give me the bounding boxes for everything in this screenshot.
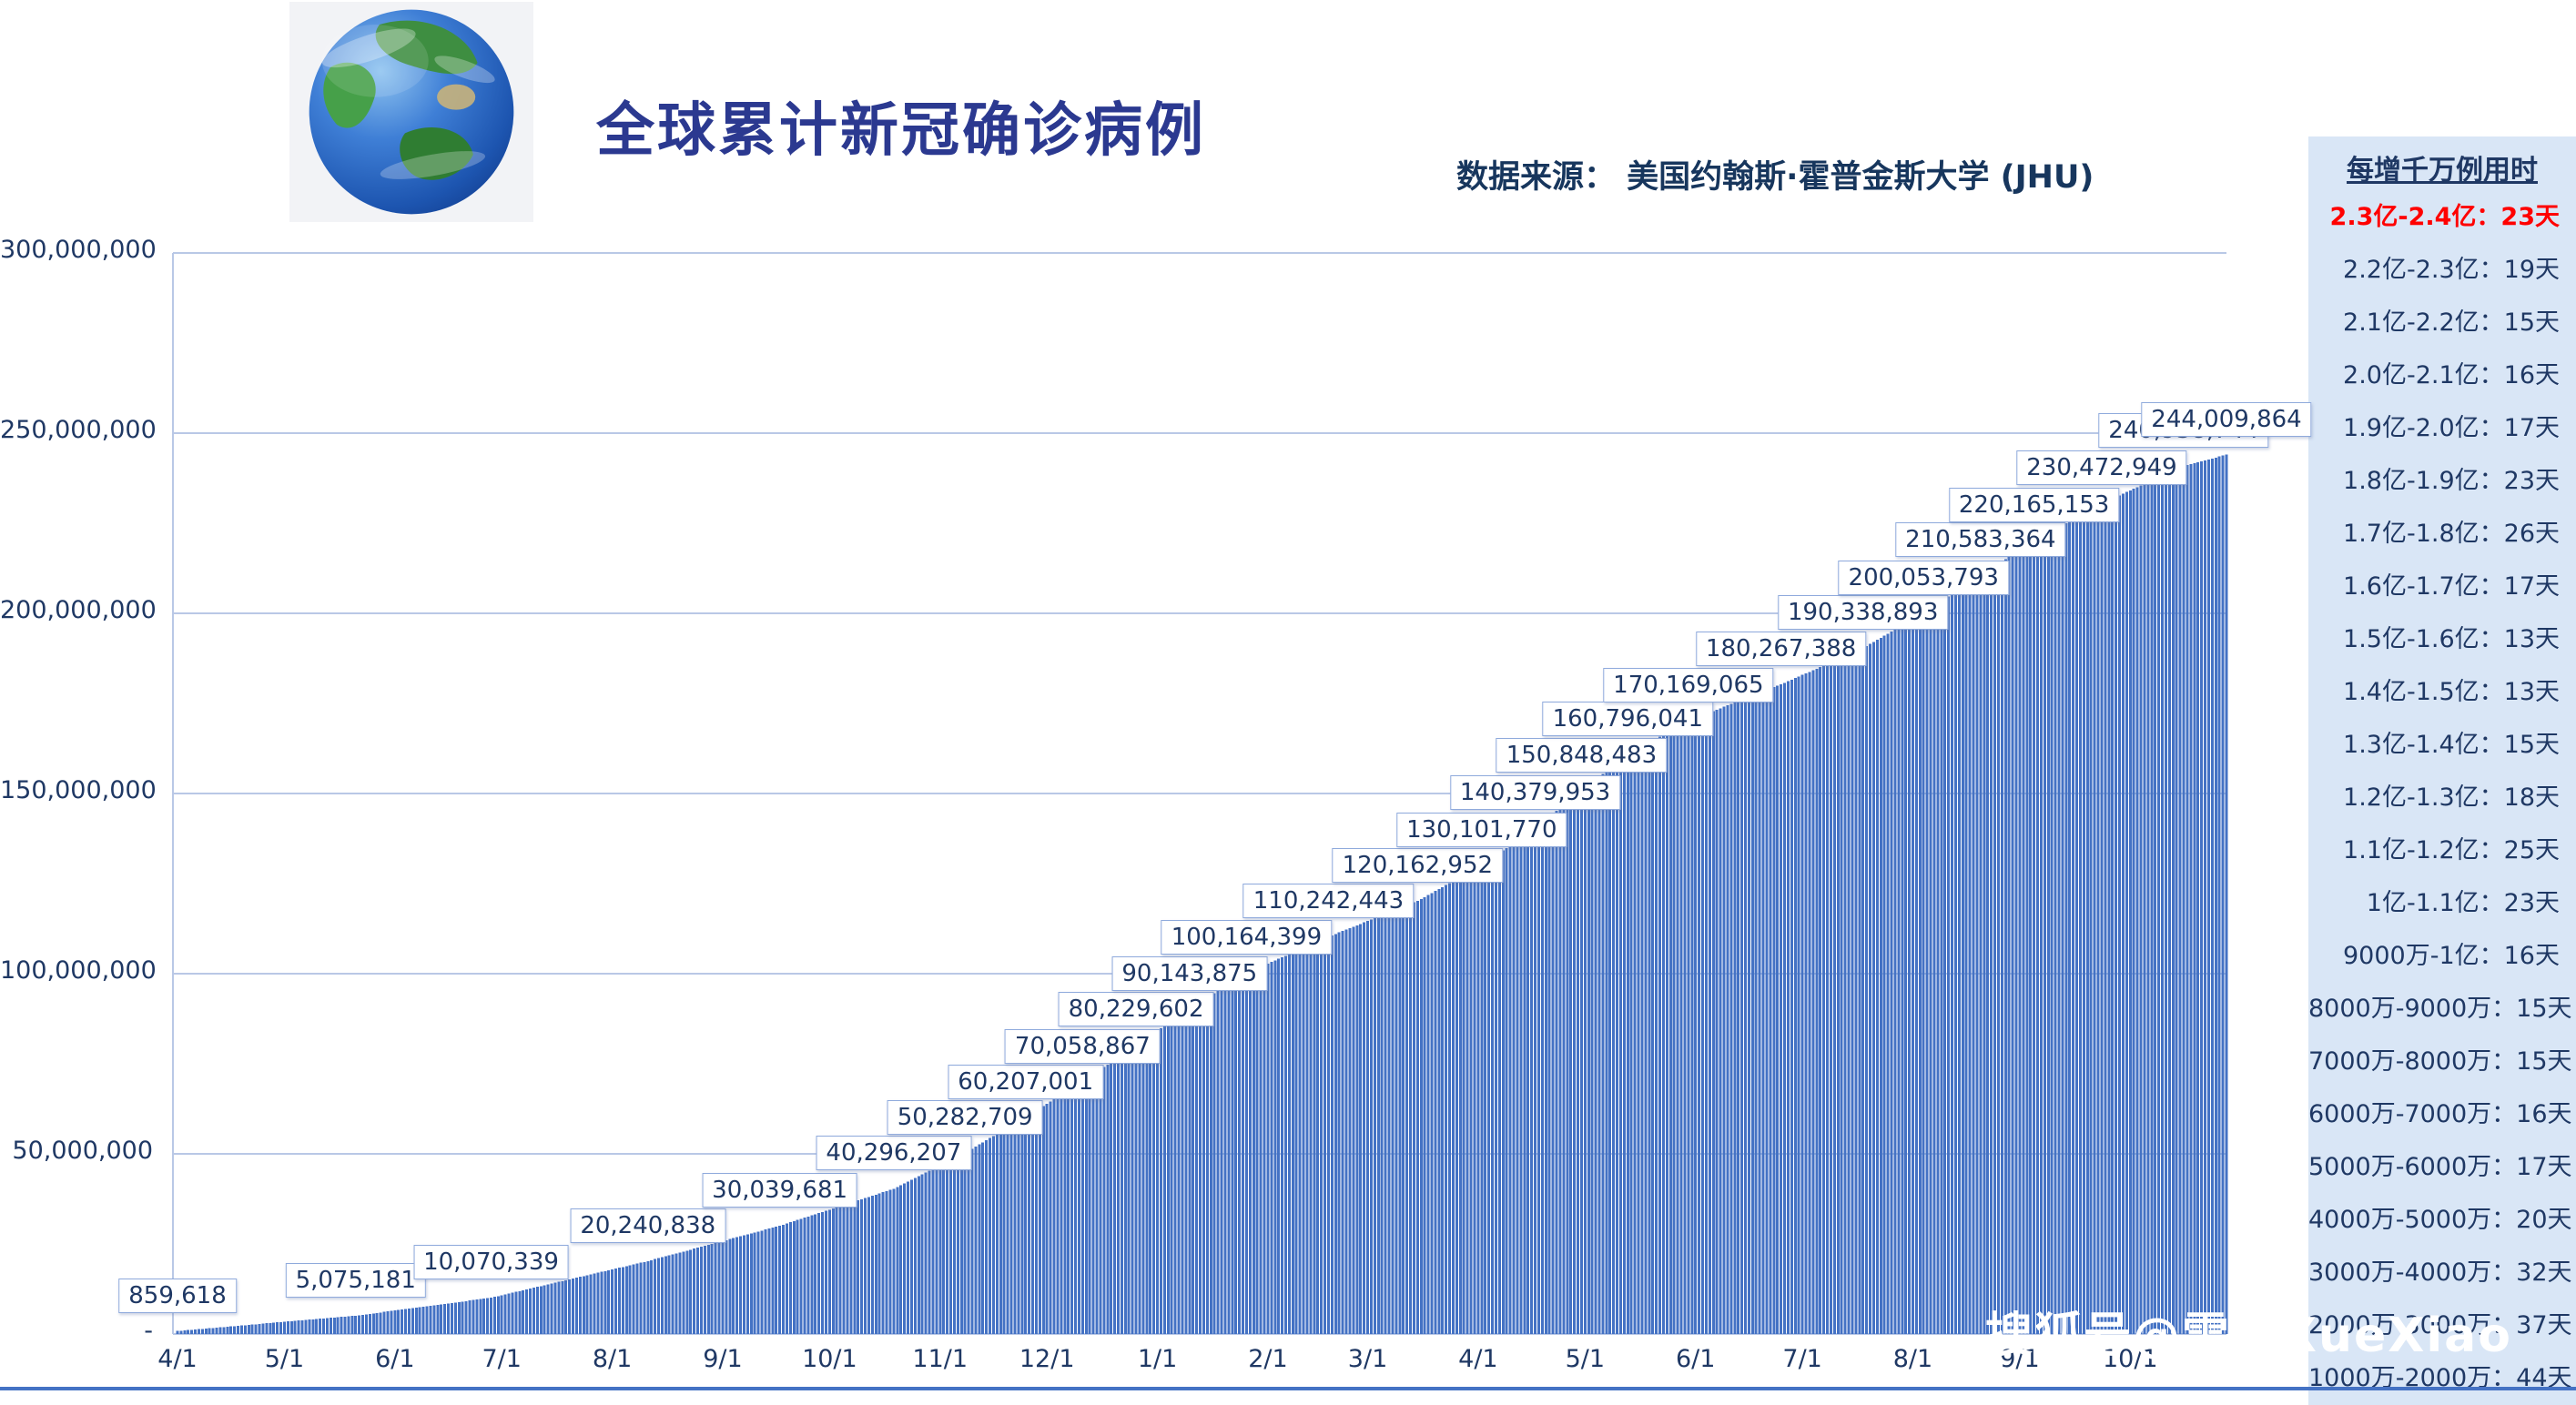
panel-row: 2.3亿-2.4亿：23天 [2329, 203, 2560, 231]
milestone-label: 170,169,065 [1603, 668, 1774, 703]
y-axis-label: 200,000,000 [0, 596, 157, 624]
y-axis-label: 150,000,000 [0, 776, 157, 804]
milestone-label: 210,583,364 [1895, 522, 2066, 558]
panel-row: 1.3亿-1.4亿：15天 [2343, 731, 2560, 759]
x-axis-label: 7/1 [482, 1345, 522, 1373]
milestone-label: 859,618 [118, 1278, 237, 1313]
milestone-label: 80,229,602 [1058, 992, 1214, 1027]
x-axis-label: 8/1 [1892, 1345, 1933, 1373]
milestone-label: 90,143,875 [1111, 956, 1268, 992]
milestone-label: 220,165,153 [1948, 488, 2120, 523]
panel-row: 1.4亿-1.5亿：13天 [2343, 678, 2560, 706]
x-axis-label: 7/1 [1782, 1345, 1822, 1373]
panel-row: 1.1亿-1.2亿：25天 [2343, 836, 2560, 864]
panel-row: 2000万-3000万：37天 [2308, 1311, 2572, 1339]
panel-row: 2.1亿-2.2亿：15天 [2343, 308, 2560, 337]
milestone-label: 150,848,483 [1496, 737, 1668, 773]
panel-row: 9000万-1亿：16天 [2343, 942, 2560, 970]
panel-row: 1.2亿-1.3亿：18天 [2343, 783, 2560, 812]
milestone-label: 10,070,339 [413, 1245, 569, 1280]
growth-time-panel: 每增千万例用时 2.3亿-2.4亿：23天 2.2亿-2.3亿：19天 2.1亿-2… [2308, 136, 2576, 1405]
milestone-label: 244,009,864 [2141, 401, 2312, 437]
x-axis-label: 5/1 [1565, 1345, 1606, 1373]
y-axis-label: - [144, 1317, 153, 1345]
milestone-label: 50,282,709 [887, 1099, 1043, 1135]
chart-bottom-border [0, 1387, 2576, 1390]
milestone-label: 110,242,443 [1242, 884, 1415, 919]
x-axis-label: 10/1 [802, 1345, 857, 1373]
milestone-label: 60,207,001 [948, 1064, 1104, 1099]
panel-row: 1.7亿-1.8亿：26天 [2343, 520, 2560, 548]
panel-rows: 2.3亿-2.4亿：23天 2.2亿-2.3亿：19天 2.1亿-2.2亿：15天 2… [2308, 191, 2576, 1405]
panel-title: 每增千万例用时 [2347, 155, 2538, 187]
x-axis-label: 2/1 [1248, 1345, 1288, 1373]
panel-row: 4000万-5000万：20天 [2308, 1206, 2572, 1234]
panel-row: 8000万-9000万：15天 [2308, 995, 2572, 1023]
panel-row: 1.8亿-1.9亿：23天 [2343, 467, 2560, 495]
y-axis-label: 100,000,000 [0, 956, 157, 985]
data-source-label: 数据来源： 美国约翰斯·霍普金斯大学 (JHU) [1456, 159, 2094, 196]
x-axis-label: 6/1 [375, 1345, 415, 1373]
milestone-label: 200,053,793 [1838, 560, 2009, 595]
panel-row: 3000万-4000万：32天 [2308, 1258, 2572, 1287]
x-axis-label: 10/1 [2102, 1345, 2158, 1373]
panel-row: 2.0亿-2.1亿：16天 [2343, 361, 2560, 389]
milestone-label: 70,058,867 [1004, 1028, 1161, 1064]
milestone-label: 20,240,838 [570, 1208, 726, 1243]
x-axis-label: 9/1 [703, 1345, 743, 1373]
milestone-label: 140,379,953 [1449, 775, 1621, 811]
x-axis-label: 6/1 [1675, 1345, 1716, 1373]
milestone-label: 130,101,770 [1396, 812, 1567, 847]
panel-row: 1亿-1.1亿：23天 [2366, 889, 2560, 917]
milestone-label: 40,296,207 [816, 1136, 972, 1171]
x-axis-label: 9/1 [2000, 1345, 2040, 1373]
panel-row: 6000万-7000万：16天 [2308, 1100, 2572, 1128]
x-axis-label: 12/1 [1019, 1345, 1075, 1373]
y-axis-label: 300,000,000 [0, 236, 157, 264]
y-axis-label: 250,000,000 [0, 416, 157, 444]
panel-row: 2.2亿-2.3亿：19天 [2343, 256, 2560, 284]
earth-icon [309, 9, 514, 215]
milestone-label: 180,267,388 [1695, 632, 1867, 667]
watermark: 搜狐号@雪鸮XueXiao [1984, 1309, 2512, 1363]
milestone-label: 160,796,041 [1542, 702, 1714, 737]
milestone-label: 120,162,952 [1332, 848, 1504, 884]
earth-globe-image [289, 2, 533, 222]
panel-row: 7000万-8000万：15天 [2308, 1047, 2572, 1076]
x-axis-label: 3/1 [1347, 1345, 1388, 1373]
panel-row: 1.9亿-2.0亿：17天 [2343, 414, 2560, 442]
x-axis-label: 8/1 [592, 1345, 633, 1373]
x-axis-label: 4/1 [1458, 1345, 1498, 1373]
x-axis-label: 4/1 [157, 1345, 198, 1373]
milestone-label: 190,338,893 [1777, 595, 1949, 631]
daily-bars [176, 454, 2228, 1334]
panel-row: 1.6亿-1.7亿：17天 [2343, 572, 2560, 601]
panel-row: 5000万-6000万：17天 [2308, 1153, 2572, 1181]
panel-row: 1.5亿-1.6亿：13天 [2343, 625, 2560, 653]
milestone-label: 30,039,681 [702, 1173, 858, 1208]
milestone-label: 5,075,181 [285, 1262, 426, 1298]
milestone-label: 100,164,399 [1161, 920, 1333, 955]
x-axis-label: 5/1 [264, 1345, 305, 1373]
x-axis-label: 1/1 [1137, 1345, 1178, 1373]
milestone-label: 230,472,949 [2016, 450, 2187, 486]
x-axis-label: 11/1 [912, 1345, 969, 1373]
page-title: 全球累计新冠确诊病例 [596, 97, 1206, 165]
y-axis-label: 50,000,000 [12, 1137, 153, 1165]
